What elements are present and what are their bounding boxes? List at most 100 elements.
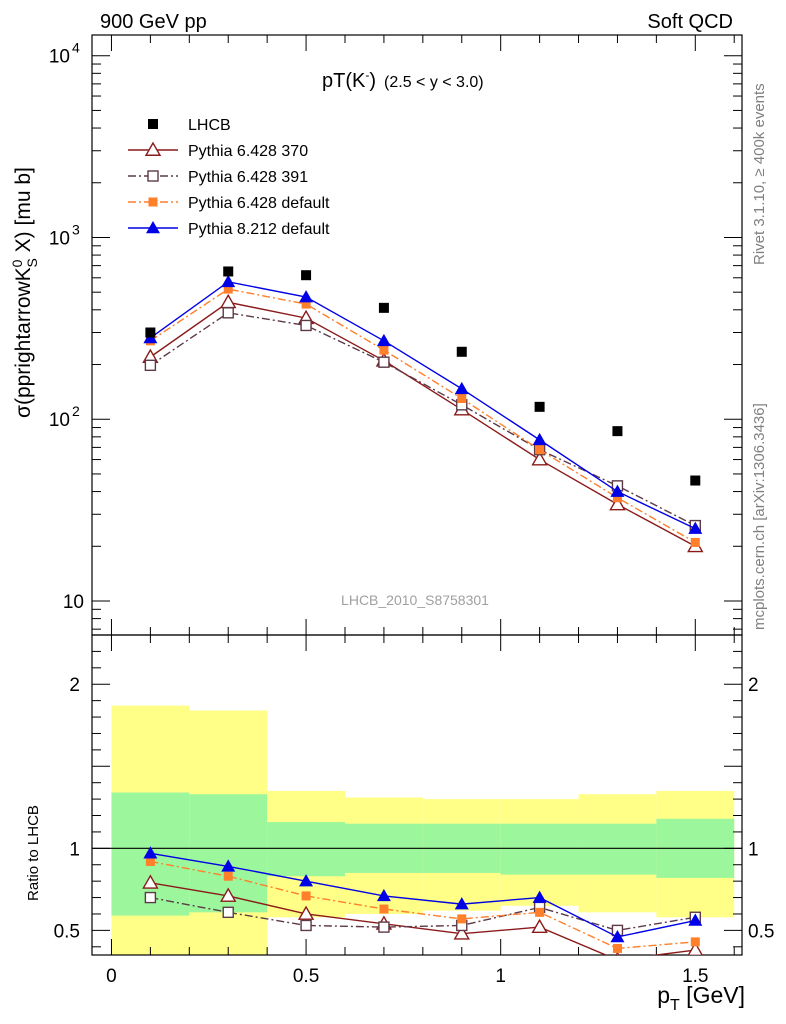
ratio-point-0-5 bbox=[531, 918, 548, 934]
series-point-2-7 bbox=[690, 537, 700, 547]
series-line-3 bbox=[149, 281, 696, 530]
y-tick-exponent: 2 bbox=[72, 403, 80, 419]
series-point-0-5 bbox=[531, 451, 548, 466]
x-axis-title: pT [GeV] bbox=[657, 982, 745, 1014]
ratio-point-3-1 bbox=[221, 859, 236, 872]
ratio-point-2-6 bbox=[612, 943, 622, 953]
series-point-1-3 bbox=[378, 356, 390, 368]
main-panel-series bbox=[142, 266, 704, 553]
series-point-1-1 bbox=[222, 307, 234, 319]
ratio-tick-label-left: 1 bbox=[69, 839, 80, 860]
analysis-watermark: LHCB_2010_S8758301 bbox=[341, 592, 489, 608]
series-point-1-2 bbox=[300, 319, 312, 332]
x-tick-label: 1.5 bbox=[682, 966, 708, 987]
ratio-axis-title: Ratio to LHCB bbox=[25, 805, 42, 901]
data-point-0 bbox=[145, 327, 156, 338]
ratio-panel-frame: 0 0.5 1 1.5 0.5 0.5 1 1 2 2 bbox=[54, 634, 774, 987]
mcplots-label: mcplots.cern.ch [arXiv:1306.3436] bbox=[751, 403, 768, 630]
series-point-2-2 bbox=[301, 299, 311, 309]
data-point-7 bbox=[690, 475, 701, 486]
ratio-tick-label-right: 1 bbox=[748, 839, 759, 860]
x-tick-label: 0.5 bbox=[293, 966, 319, 987]
ratio-point-3-4 bbox=[454, 897, 469, 910]
y-tick-exponent: 4 bbox=[72, 40, 80, 56]
legend-marker-data bbox=[148, 119, 158, 129]
ratio-point-3-7 bbox=[688, 913, 703, 926]
legend: LHCB Pythia 6.428 370 Pythia 6.428 391 Pyth… bbox=[128, 117, 330, 238]
ratio-point-1-1 bbox=[222, 906, 234, 919]
data-point-3 bbox=[378, 302, 389, 313]
series-point-2-1 bbox=[223, 284, 233, 294]
legend-label-1: Pythia 6.428 391 bbox=[188, 169, 308, 186]
ratio-point-0-2 bbox=[297, 905, 315, 920]
series-point-2-5 bbox=[535, 445, 545, 455]
ratio-uncertainty-bands bbox=[92, 705, 742, 955]
legend-label-0: Pythia 6.428 370 bbox=[188, 143, 308, 160]
ratio-point-0-6 bbox=[615, 951, 620, 955]
series-point-3-2 bbox=[299, 290, 314, 303]
ratio-point-3-0 bbox=[143, 846, 158, 859]
legend-label-2: Pythia 6.428 default bbox=[188, 195, 330, 212]
series-point-3-3 bbox=[376, 333, 391, 347]
rivet-label: Rivet 3.1.10, ≥ 400k events bbox=[751, 83, 768, 265]
header-process-label: Soft QCD bbox=[647, 11, 733, 33]
y-tick-label: 10 bbox=[49, 228, 70, 249]
series-point-3-6 bbox=[610, 484, 625, 497]
legend-marker-3 bbox=[146, 221, 160, 234]
ratio-point-2-4 bbox=[457, 914, 467, 924]
ratio-point-0-4 bbox=[453, 925, 470, 940]
series-point-0-6 bbox=[609, 495, 626, 511]
y-axis-title: σ(pprightarrowK0S X) [mu b] bbox=[9, 167, 40, 418]
ratio-line-0 bbox=[150, 882, 696, 955]
ratio-line-1 bbox=[150, 896, 696, 932]
legend-label-3: Pythia 8.212 default bbox=[188, 221, 330, 238]
ratio-panel-series bbox=[142, 846, 703, 955]
data-point-5 bbox=[534, 401, 545, 412]
series-point-2-6 bbox=[612, 493, 622, 503]
x-tick-label: 1 bbox=[495, 966, 506, 987]
ratio-point-0-7 bbox=[687, 941, 703, 955]
y-tick-label: 10 bbox=[49, 410, 70, 431]
ratio-point-0-1 bbox=[220, 887, 237, 902]
legend-marker-2 bbox=[148, 197, 158, 207]
x-tick-label: 0 bbox=[106, 966, 117, 987]
header-collision-label: 900 GeV pp bbox=[100, 11, 207, 33]
legend-marker-0 bbox=[144, 141, 162, 156]
data-point-2 bbox=[301, 270, 312, 281]
ratio-point-1-0 bbox=[144, 891, 157, 904]
band-stat-6 bbox=[578, 823, 657, 875]
band-stat-5 bbox=[500, 823, 579, 875]
legend-marker-1 bbox=[147, 170, 159, 182]
data-point-6 bbox=[612, 426, 623, 437]
ratio-tick-label-right: 2 bbox=[748, 675, 759, 696]
series-line-2 bbox=[149, 288, 696, 544]
ratio-point-1-2 bbox=[300, 919, 312, 932]
ratio-line-2 bbox=[150, 860, 696, 950]
data-point-4 bbox=[456, 346, 467, 357]
plot-title: pT(K-) (2.5 < y < 3.0) bbox=[322, 68, 484, 92]
series-point-3-4 bbox=[454, 381, 469, 395]
ratio-point-3-6 bbox=[610, 929, 625, 943]
ratio-tick-label-right: 0.5 bbox=[748, 921, 774, 942]
series-line-1 bbox=[149, 312, 696, 527]
ratio-point-2-7 bbox=[690, 937, 700, 947]
ratio-point-3-2 bbox=[299, 874, 314, 887]
ratio-tick-label-left: 0.5 bbox=[54, 921, 80, 942]
ratio-line-3 bbox=[150, 852, 696, 938]
series-point-3-7 bbox=[688, 521, 703, 534]
series-point-1-0 bbox=[144, 359, 157, 372]
ratio-axes-box bbox=[91, 634, 743, 956]
ratio-point-2-1 bbox=[223, 871, 233, 881]
y-tick-exponent: 3 bbox=[72, 221, 80, 237]
series-point-2-4 bbox=[457, 394, 467, 404]
ratio-point-0-0 bbox=[142, 874, 159, 889]
series-point-2-3 bbox=[379, 345, 389, 355]
y-tick-label: 10 bbox=[49, 47, 70, 68]
y-tick-label: 10 bbox=[63, 592, 84, 613]
series-point-3-5 bbox=[532, 432, 547, 446]
data-point-1 bbox=[223, 266, 234, 277]
ratio-point-3-3 bbox=[376, 888, 391, 902]
ratio-point-1-3 bbox=[378, 921, 390, 933]
legend-label-data: LHCB bbox=[188, 117, 231, 134]
